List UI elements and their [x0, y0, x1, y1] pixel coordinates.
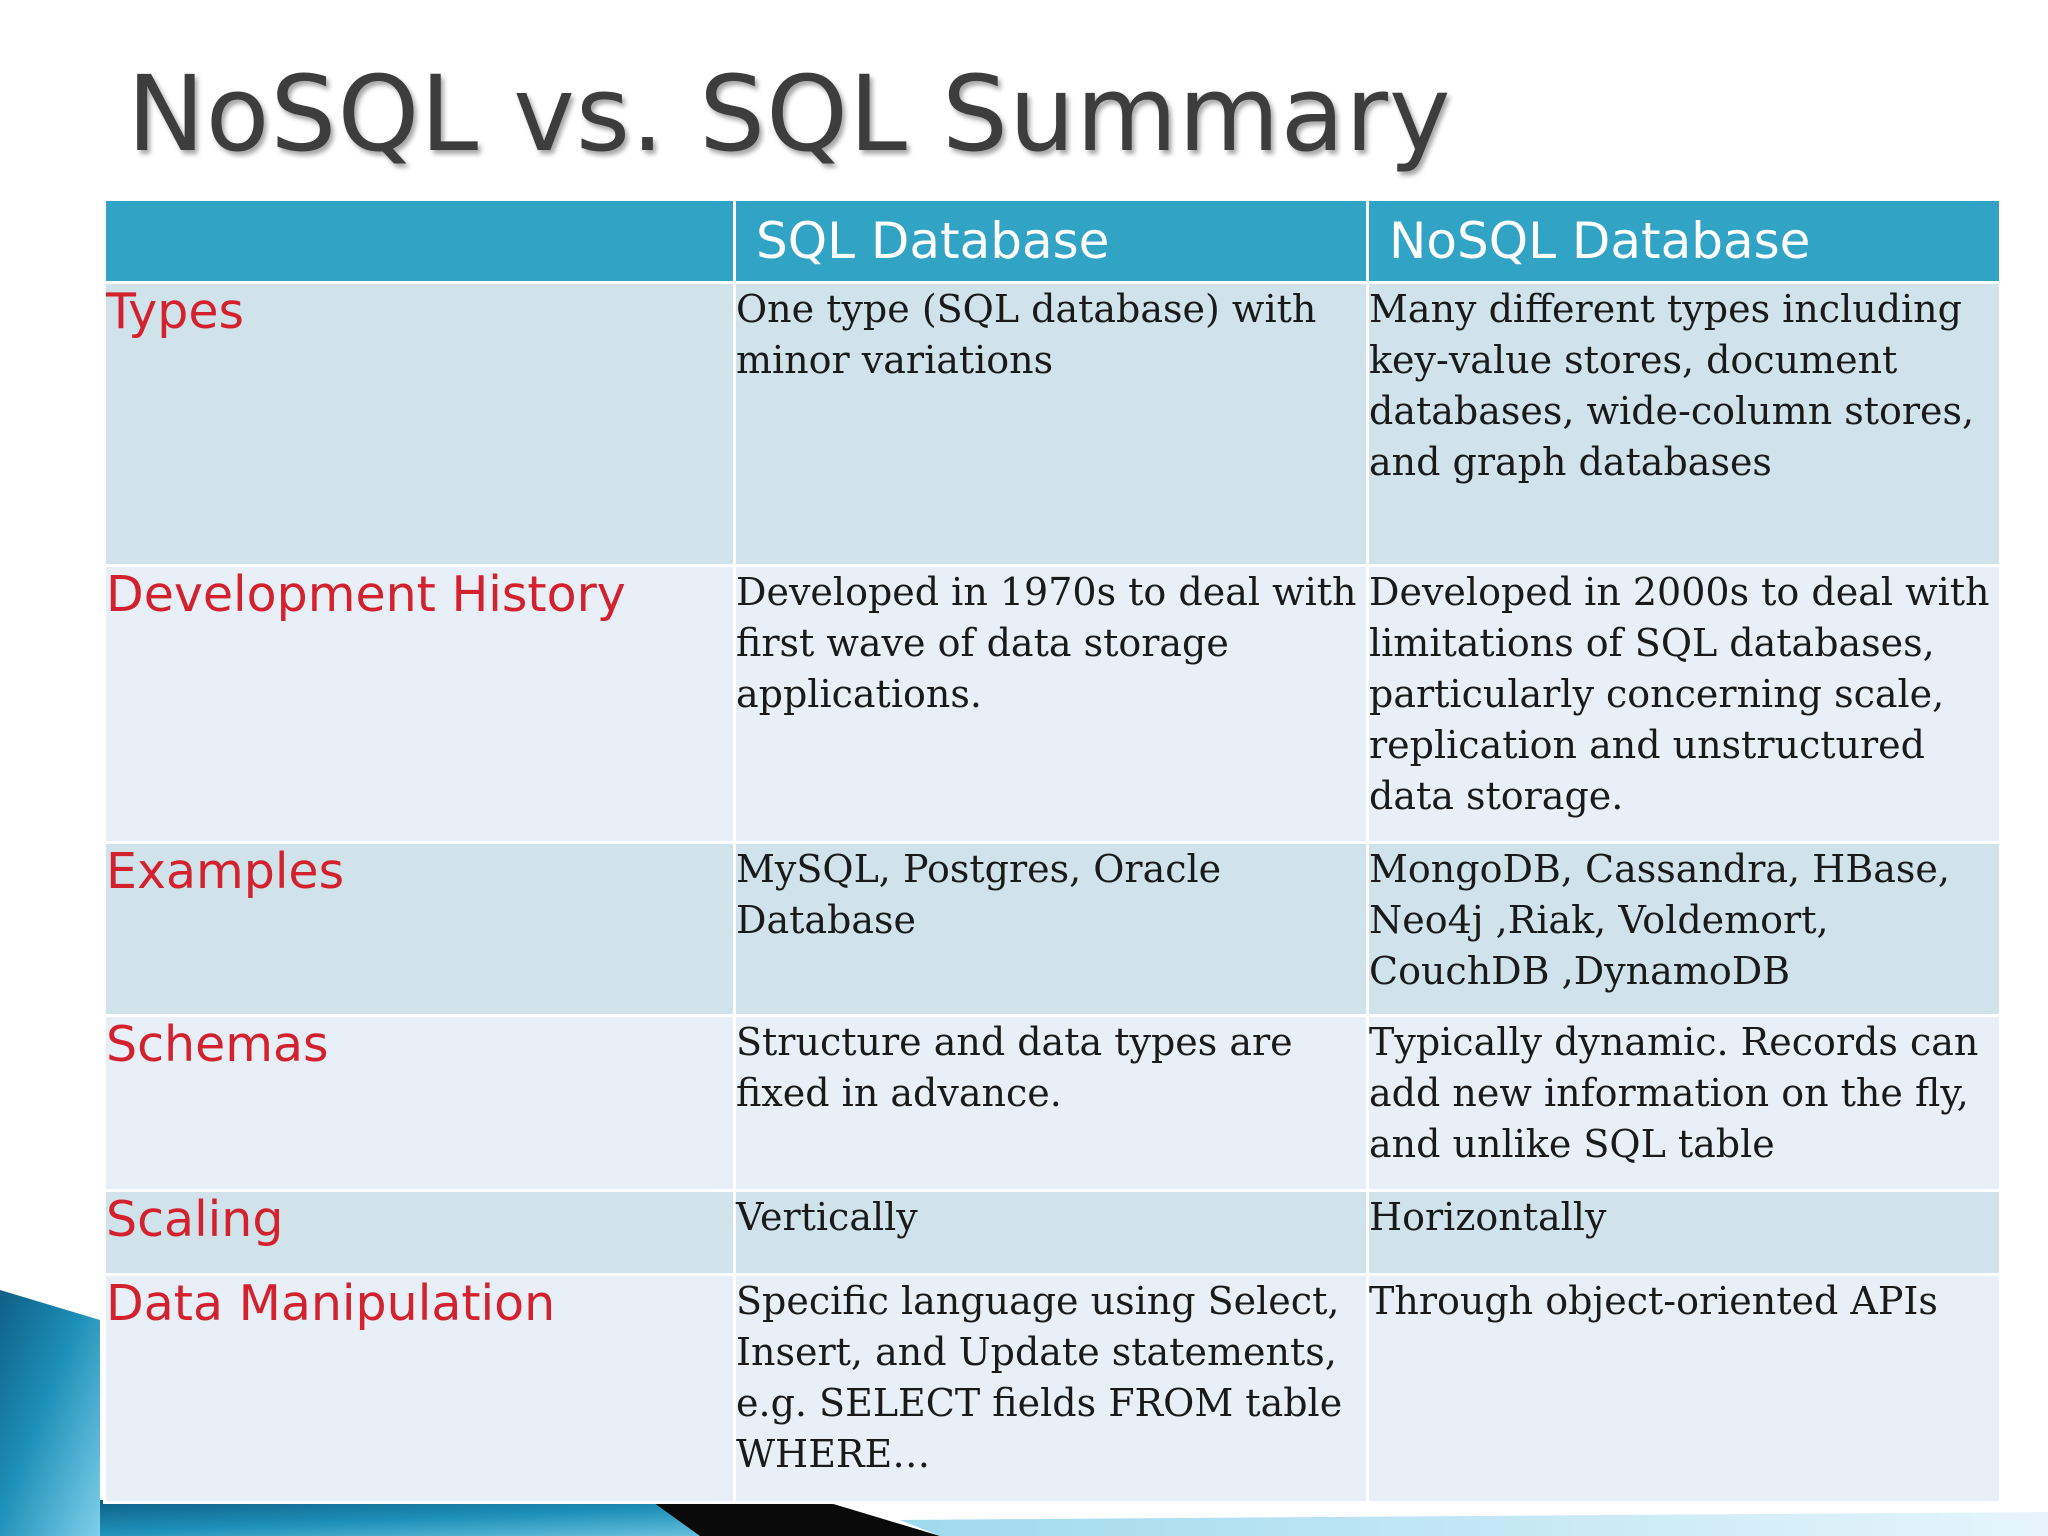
sql-types: One type (SQL database) with minor varia… [733, 281, 1369, 567]
sql-development-history: Developed in 1970s to deal with first wa… [733, 564, 1369, 844]
header-blank [103, 198, 736, 284]
row-label-data-manipulation: Data Manipulation [103, 1273, 736, 1504]
decoration-swoosh-blue [0, 1290, 100, 1536]
nosql-development-history: Developed in 2000s to deal with limitati… [1366, 564, 2002, 844]
table-header-row: SQL Database NoSQL Database [103, 198, 2002, 284]
sql-schemas: Structure and data types are fixed in ad… [733, 1014, 1369, 1192]
nosql-scaling: Horizontally [1366, 1189, 2002, 1276]
nosql-examples: MongoDB, Cassandra, HBase, Neo4j ,Riak, … [1366, 841, 2002, 1017]
comparison-table: SQL Database NoSQL Database Types One ty… [103, 198, 2002, 1504]
decoration-swoosh-black [650, 1500, 940, 1536]
sql-examples: MySQL, Postgres, Oracle Database [733, 841, 1369, 1017]
table-row-scaling: Scaling Vertically Horizontally [103, 1189, 2002, 1276]
table-row-data-manipulation: Data Manipulation Specific language usin… [103, 1273, 2002, 1504]
row-label-schemas: Schemas [103, 1014, 736, 1192]
nosql-data-manipulation: Through object-oriented APIs [1366, 1273, 2002, 1504]
row-label-scaling: Scaling [103, 1189, 736, 1276]
nosql-schemas: Typically dynamic. Records can add new i… [1366, 1014, 2002, 1192]
table-row-examples: Examples MySQL, Postgres, Oracle Databas… [103, 841, 2002, 1017]
table-row-schemas: Schemas Structure and data types are fix… [103, 1014, 2002, 1192]
slide-title: NoSQL vs. SQL Summary [127, 53, 1452, 175]
sql-data-manipulation: Specific language using Select, Insert, … [733, 1273, 1369, 1504]
header-nosql-database: NoSQL Database [1366, 198, 2002, 284]
nosql-types: Many different types including key-value… [1366, 281, 2002, 567]
table-row-development-history: Development History Developed in 1970s t… [103, 564, 2002, 844]
table-row-types: Types One type (SQL database) with minor… [103, 281, 2002, 567]
decoration-swoosh-light [900, 1512, 2048, 1536]
header-sql-database: SQL Database [733, 198, 1369, 284]
row-label-development-history: Development History [103, 564, 736, 844]
row-label-examples: Examples [103, 841, 736, 1017]
sql-scaling: Vertically [733, 1189, 1369, 1276]
row-label-types: Types [103, 281, 736, 567]
